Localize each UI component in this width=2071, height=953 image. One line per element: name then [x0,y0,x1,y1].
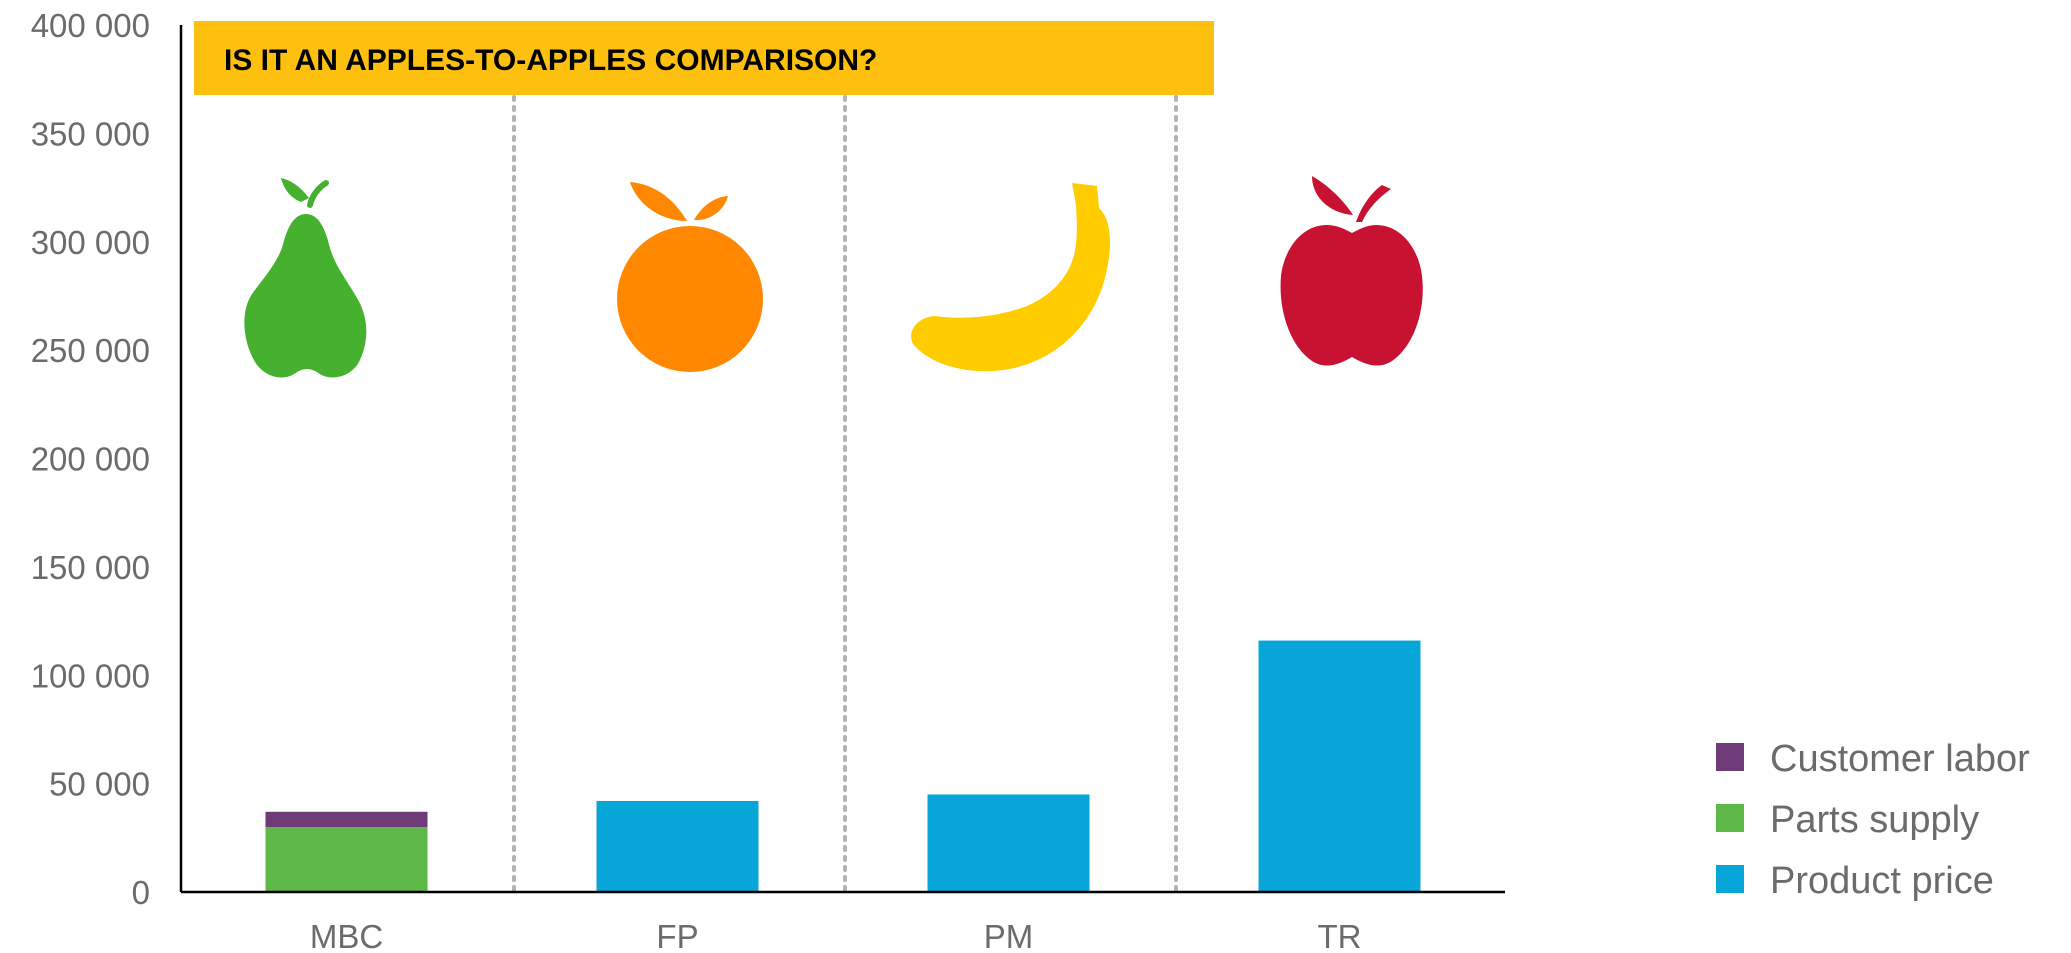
bar-product-price-pm [927,794,1090,892]
y-tick-label: 350 000 [31,115,150,152]
banana-icon [911,183,1111,372]
bars [265,640,1421,892]
y-tick-label: 400 000 [31,7,150,44]
bar-parts-supply-mbc [265,826,428,892]
x-axis-labels: MBC FP PM TR [310,918,1362,953]
banner-text: IS IT AN APPLES-TO-APPLES COMPARISON? [224,44,877,77]
category-separators [512,95,1178,892]
y-tick-label: 50 000 [49,766,150,803]
x-tick-label: TR [1318,918,1362,953]
legend: Customer labor Parts supply Product pric… [1716,738,2030,902]
y-tick-label: 250 000 [31,332,150,369]
y-tick-label: 300 000 [31,224,150,261]
y-tick-label: 200 000 [31,441,150,478]
legend-swatch-customer-labor [1716,743,1744,771]
pear-icon [244,178,367,378]
legend-swatch-parts-supply [1716,804,1744,832]
legend-label-product-price: Product price [1770,860,1994,902]
x-tick-label: FP [656,918,698,953]
y-tick-label: 100 000 [31,657,150,694]
y-tick-label: 0 [132,874,150,911]
y-axis-ticks: 0 50 000 100 000 150 000 200 000 250 000 300 0… [31,7,150,911]
apple-icon [1280,176,1423,366]
legend-swatch-product-price [1716,865,1744,893]
orange-icon [617,182,763,372]
bar-product-price-fp [596,800,759,892]
annotation-banner: IS IT AN APPLES-TO-APPLES COMPARISON? [194,21,1214,95]
x-tick-label: PM [984,918,1034,953]
y-tick-label: 150 000 [31,549,150,586]
legend-label-customer-labor: Customer labor [1770,738,2030,780]
banner-background [194,21,1214,95]
x-tick-label: MBC [310,918,383,953]
legend-item-product-price: Product price [1716,860,1994,902]
bar-product-price-tr [1258,640,1421,892]
legend-item-parts-supply: Parts supply [1716,799,1979,841]
legend-item-customer-labor: Customer labor [1716,738,2030,780]
bar-customer-labor-mbc [265,811,428,827]
legend-label-parts-supply: Parts supply [1770,799,1979,841]
